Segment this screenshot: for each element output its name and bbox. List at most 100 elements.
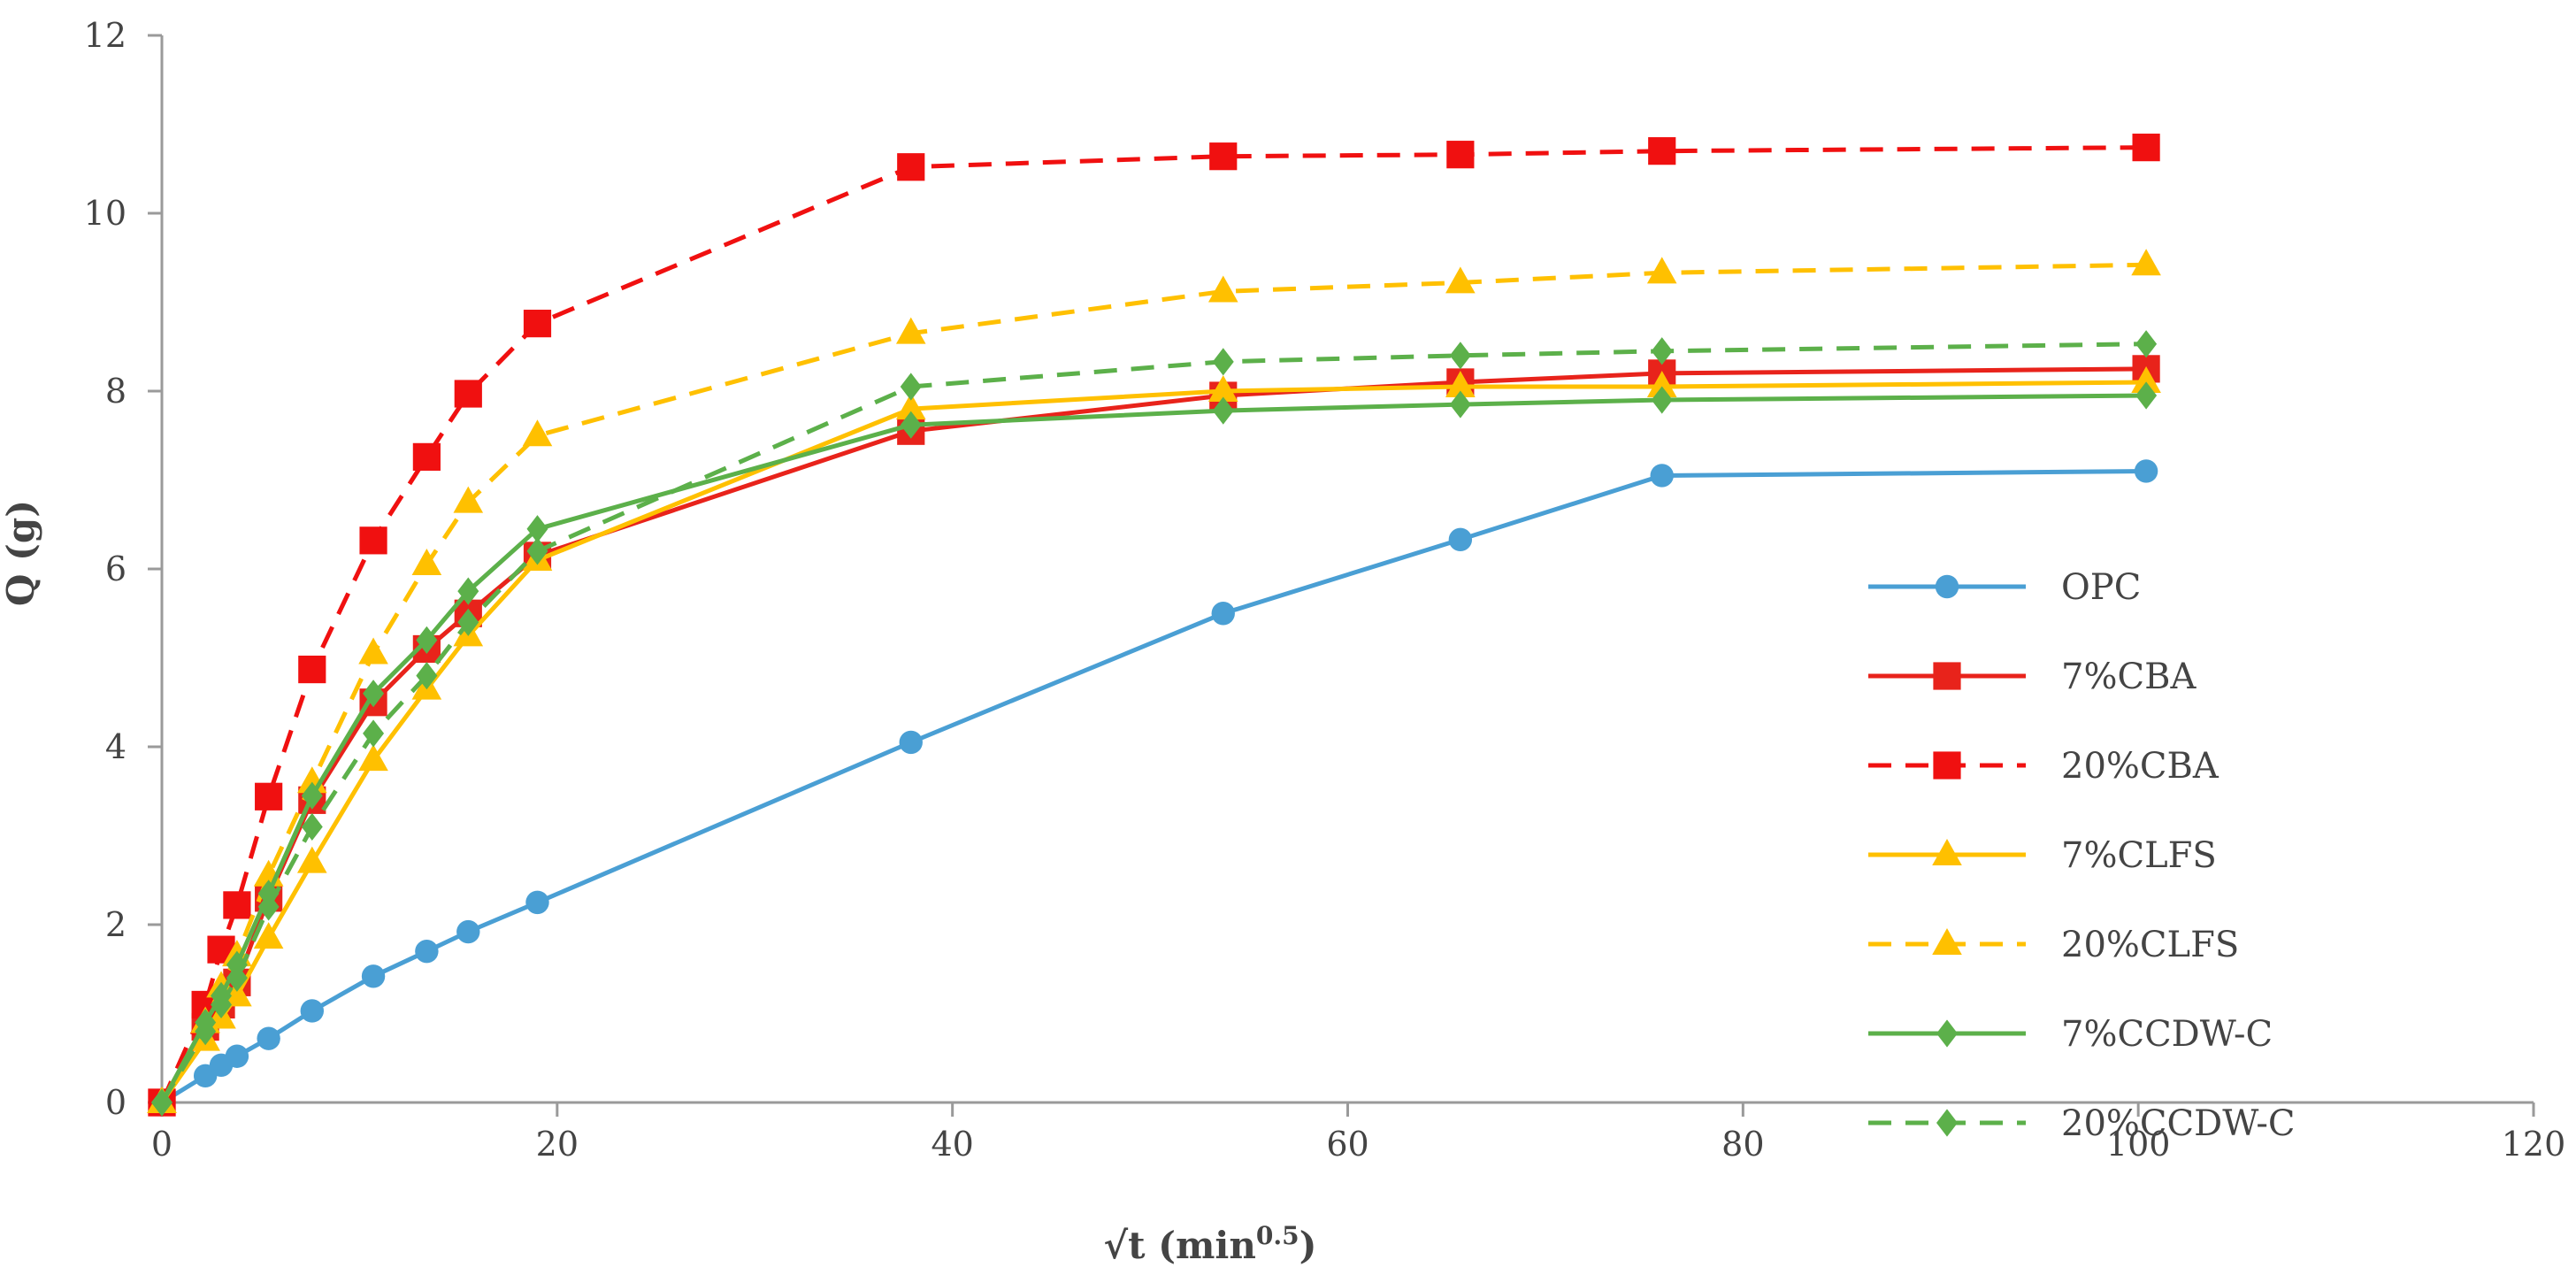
data-point [522, 419, 553, 447]
y-tick-label: 0 [105, 1083, 126, 1122]
x-tick-label: 80 [1721, 1125, 1764, 1164]
series-line [159, 342, 2147, 1104]
data-point [255, 782, 283, 811]
series-line [159, 366, 2147, 1104]
data-point [1209, 142, 1238, 171]
data-point [526, 515, 548, 543]
data-point [416, 626, 438, 654]
series-line [159, 380, 2147, 1104]
data-point [2131, 365, 2161, 393]
series-7-ccdw-c [151, 381, 2158, 1117]
data-point [1651, 386, 1673, 414]
legend-marker [1932, 928, 1962, 955]
y-tick-label: 4 [105, 727, 126, 766]
series-7-cba [148, 355, 2160, 1117]
legend-label: 7%CBA [2061, 657, 2196, 697]
legend-marker [1933, 662, 1961, 690]
legend-marker [1936, 1019, 1958, 1048]
data-point [525, 890, 549, 915]
series-7-clfs [147, 365, 2161, 1113]
data-point [899, 730, 923, 755]
series-line [159, 393, 2147, 1104]
legend-label: 20%CCDW-C [2061, 1103, 2296, 1144]
data-point [454, 380, 482, 408]
data-point [296, 846, 327, 873]
data-point [358, 744, 388, 772]
legend-marker [1935, 574, 1959, 599]
data-point [1449, 390, 1471, 419]
data-point [2134, 459, 2158, 483]
x-tick-label: 0 [151, 1125, 172, 1164]
legend-marker [1932, 839, 1962, 865]
data-point [195, 1018, 217, 1046]
data-point [900, 373, 922, 401]
data-point [523, 310, 552, 338]
data-point [226, 964, 248, 992]
data-point [223, 891, 251, 919]
y-tick-label: 6 [105, 549, 126, 588]
data-point [1212, 396, 1234, 425]
data-point [2135, 381, 2158, 410]
data-point [2131, 249, 2161, 276]
y-tick-label: 2 [105, 905, 126, 944]
data-point [456, 919, 480, 944]
series-20-clfs [147, 249, 2161, 1113]
data-point [457, 577, 479, 605]
data-point [358, 637, 388, 665]
data-point [1650, 464, 1674, 488]
data-point [300, 999, 324, 1023]
x-axis-title-close: ) [1300, 1224, 1317, 1267]
legend-label: 20%CBA [2061, 746, 2220, 787]
data-point [359, 526, 387, 555]
data-point [1646, 257, 1677, 284]
x-tick-label: 20 [536, 1125, 579, 1164]
data-point [298, 655, 326, 684]
series-opc [150, 459, 2158, 1115]
data-point [1648, 137, 1676, 165]
data-point [257, 1026, 280, 1050]
data-point [363, 719, 385, 748]
data-point [895, 393, 926, 420]
series-layer [147, 134, 2161, 1117]
data-point [363, 680, 385, 708]
data-point [2132, 134, 2160, 162]
series-line [160, 469, 2147, 1105]
legend-marker [1936, 1109, 1958, 1137]
x-tick-label: 100 [2106, 1125, 2171, 1164]
data-point [1445, 266, 1476, 294]
data-point [1448, 527, 1473, 552]
data-point [257, 893, 280, 921]
x-tick-label: 60 [1326, 1125, 1368, 1164]
series-20-ccdw-c [151, 330, 2158, 1117]
data-point [253, 922, 284, 949]
data-point [457, 608, 479, 636]
legend-item: 20%CBA [1868, 746, 2220, 787]
data-point [895, 317, 926, 344]
legend-item: 20%CCDW-C [1868, 1103, 2296, 1144]
data-point [412, 442, 441, 471]
data-point [1646, 370, 1677, 397]
y-tick-label: 12 [84, 16, 126, 55]
data-point [411, 548, 442, 575]
legend-item: 7%CCDW-C [1868, 1014, 2273, 1055]
x-tick-label: 40 [931, 1125, 973, 1164]
x-axis-title: √t (min0.5) [1103, 1221, 1316, 1267]
x-axis-title-exponent: 0.5 [1256, 1221, 1300, 1250]
data-point [222, 980, 252, 1007]
y-axis-title: Q (g) [0, 500, 42, 606]
legend-item: OPC [1868, 567, 2141, 608]
data-point [1445, 370, 1476, 397]
data-point [301, 781, 323, 810]
data-point [1651, 337, 1673, 365]
legend: OPC 7%CBA 20%CBA 7%CLFS 20%CLFS 7%CCDW-C 20%CC… [1868, 567, 2296, 1144]
data-point [1449, 342, 1471, 370]
legend-item: 20%CLFS [1868, 925, 2239, 965]
y-tick-label: 10 [84, 194, 126, 233]
y-tick-label: 8 [105, 372, 126, 411]
data-point [2135, 330, 2158, 358]
data-point [526, 537, 548, 565]
data-point [301, 812, 323, 841]
